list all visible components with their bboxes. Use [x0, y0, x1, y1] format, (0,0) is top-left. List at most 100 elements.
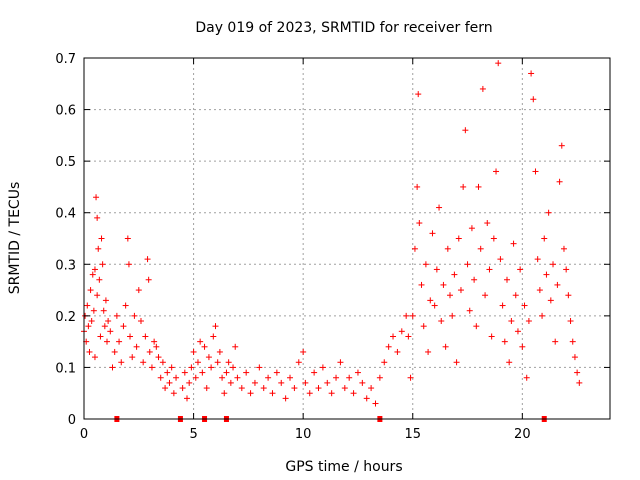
data-point: [120, 323, 127, 330]
data-point: [210, 333, 217, 340]
data-point: [532, 168, 539, 175]
data-point: [541, 235, 548, 242]
data-point: [311, 369, 318, 376]
data-point: [131, 312, 138, 319]
data-point: [403, 312, 410, 319]
data-point: [558, 142, 565, 149]
x-tick-label: 10: [295, 427, 312, 442]
data-point: [208, 364, 215, 371]
data-point: [464, 261, 471, 268]
data-point: [84, 302, 91, 309]
x-tick-label: 20: [514, 427, 531, 442]
data-point: [337, 359, 344, 366]
data-point: [170, 390, 177, 397]
data-point: [87, 287, 94, 294]
data-point: [188, 364, 195, 371]
data-point: [409, 312, 416, 319]
data-point: [91, 354, 98, 361]
data-point: [282, 395, 289, 402]
data-point: [451, 271, 458, 278]
data-point: [560, 245, 567, 252]
y-axis-label: SRMTID / TECUs: [7, 182, 23, 295]
y-tick-label: 0.7: [55, 52, 76, 67]
data-point: [497, 256, 504, 263]
data-point: [422, 261, 429, 268]
data-point: [223, 369, 230, 376]
data-point: [427, 297, 434, 304]
plot-frame: [83, 57, 611, 420]
x-tick-label: 0: [80, 427, 88, 442]
data-point: [405, 333, 412, 340]
data-point: [420, 323, 427, 330]
data-point: [411, 245, 418, 252]
data-point: [563, 266, 570, 273]
data-point: [179, 385, 186, 392]
data-point: [247, 390, 254, 397]
data-point: [394, 348, 401, 355]
data-point: [490, 235, 497, 242]
data-point: [499, 302, 506, 309]
data-point: [574, 369, 581, 376]
data-point: [503, 276, 510, 283]
data-point: [372, 400, 379, 407]
data-point: [444, 245, 451, 252]
data-point: [534, 256, 541, 263]
data-point: [453, 359, 460, 366]
data-point: [173, 374, 180, 381]
data-point: [328, 390, 335, 397]
data-point: [346, 374, 353, 381]
data-point: [460, 183, 467, 190]
data-point: [243, 369, 250, 376]
data-point: [295, 359, 302, 366]
data-point: [552, 338, 559, 345]
data-point: [186, 379, 193, 386]
data-point: [90, 307, 97, 314]
data-point: [567, 318, 574, 325]
data-point: [96, 276, 103, 283]
data-point: [554, 281, 561, 288]
data-point: [455, 235, 462, 242]
data-point: [523, 374, 530, 381]
axes: 0 5 10 15 20 0 0.1 0.2 0.3 0.4 0.5 0.6 0.7: [55, 52, 610, 442]
data-point: [95, 245, 102, 252]
data-point: [315, 385, 322, 392]
y-tick-label: 0.1: [55, 361, 76, 376]
data-point: [506, 359, 513, 366]
data-point: [482, 292, 489, 299]
data-point: [145, 276, 152, 283]
data-point: [287, 374, 294, 381]
data-point: [341, 385, 348, 392]
data-point: [398, 328, 405, 335]
data-point: [449, 312, 456, 319]
data-point: [442, 343, 449, 350]
data-point: [510, 240, 517, 247]
data-point: [221, 390, 228, 397]
data-point: [436, 204, 443, 211]
data-point: [381, 359, 388, 366]
data-point: [199, 369, 206, 376]
data-point: [407, 374, 414, 381]
data-point: [425, 348, 432, 355]
data-point: [153, 343, 160, 350]
data-point: [571, 354, 578, 361]
data-point: [440, 281, 447, 288]
data-point: [484, 220, 491, 227]
data-point: [162, 385, 169, 392]
data-points: [81, 60, 583, 407]
data-point: [471, 276, 478, 283]
data-point: [302, 379, 309, 386]
data-point: [433, 266, 440, 273]
data-point: [273, 369, 280, 376]
data-point: [201, 343, 208, 350]
data-point: [333, 374, 340, 381]
data-point: [101, 323, 108, 330]
data-point: [190, 348, 197, 355]
data-point: [565, 292, 572, 299]
data-point: [519, 343, 526, 350]
data-point: [91, 266, 98, 273]
x-axis-label: GPS time / hours: [285, 459, 402, 475]
data-point: [468, 225, 475, 232]
data-point: [390, 333, 397, 340]
y-tick-label: 0.5: [55, 155, 76, 170]
data-point: [181, 369, 188, 376]
